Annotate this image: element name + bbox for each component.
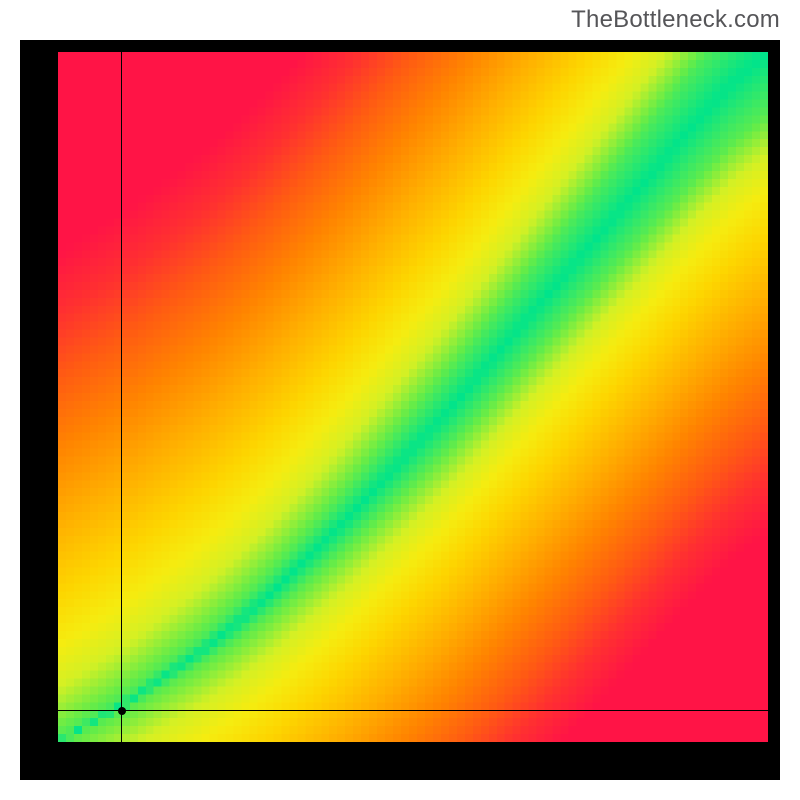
heatmap-canvas (58, 52, 768, 742)
crosshair-marker (118, 707, 126, 715)
heatmap-area (58, 52, 768, 742)
crosshair-horizontal (58, 710, 768, 711)
attribution-label: TheBottleneck.com (571, 6, 780, 34)
plot-frame (20, 40, 780, 780)
crosshair-vertical (121, 52, 122, 742)
